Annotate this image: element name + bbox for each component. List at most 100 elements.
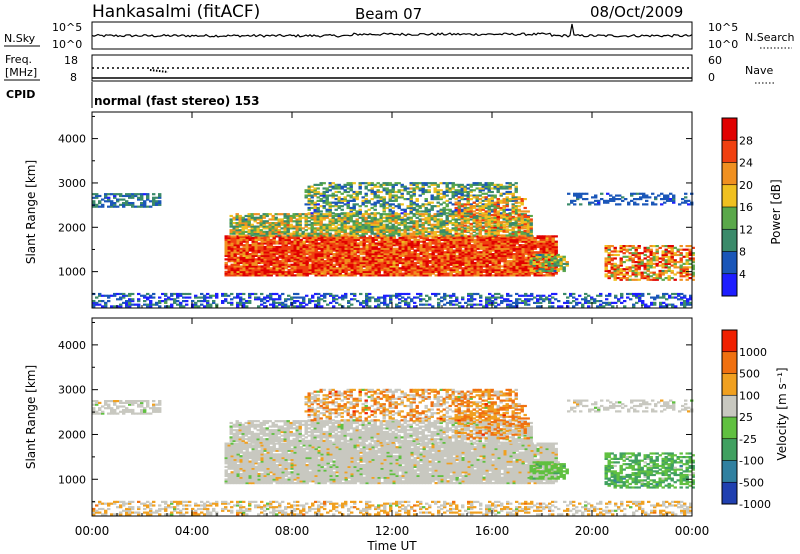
echo-cell: [490, 218, 494, 221]
echo-cell: [445, 212, 449, 215]
echo-cell: [548, 258, 552, 261]
echo-cell: [323, 263, 327, 266]
echo-cell: [385, 213, 389, 216]
echo-cell: [458, 263, 462, 266]
echo-cell: [280, 230, 284, 233]
echo-cell: [241, 220, 245, 223]
echo-cell: [442, 225, 446, 228]
echo-cell: [419, 247, 423, 250]
echo-cell: [556, 269, 560, 273]
echo-cell: [478, 216, 482, 219]
echo-cell: [371, 265, 375, 268]
echo-cell: [527, 237, 531, 240]
echo-cell: [314, 245, 318, 249]
echo-cell: [403, 212, 407, 215]
echo-cell: [403, 198, 407, 201]
echo-cell: [508, 212, 512, 215]
echo-cell: [461, 261, 465, 265]
echo-cell: [449, 270, 453, 273]
echo-cell: [431, 261, 435, 265]
echo-cell: [332, 263, 336, 266]
echo-cell: [509, 269, 513, 272]
echo-cell: [347, 274, 351, 277]
echo-cell: [263, 269, 267, 272]
echo-cell: [457, 234, 461, 237]
echo-cell: [302, 244, 306, 247]
echo-cell: [262, 225, 266, 228]
echo-cell: [488, 274, 492, 277]
echo-cell: [347, 251, 351, 254]
echo-cell: [317, 251, 321, 254]
echo-cell: [355, 229, 359, 232]
echo-cell: [382, 199, 386, 202]
echo-cell: [409, 205, 413, 208]
echo-cell: [257, 272, 261, 275]
echo-cell: [646, 277, 650, 280]
echo-cell: [484, 214, 488, 218]
echo-cell: [335, 251, 339, 254]
echo-cell: [418, 232, 422, 235]
echo-cell: [331, 212, 335, 215]
echo-cell: [314, 260, 318, 263]
echo-cell: [494, 274, 498, 277]
echo-cell: [292, 214, 296, 218]
echo-cell: [485, 267, 489, 270]
echo-cell: [334, 232, 338, 235]
echo-cell: [143, 205, 147, 208]
echo-cell: [319, 182, 323, 185]
echo-cell: [445, 205, 449, 208]
echo-cell: [284, 249, 288, 252]
echo-cell: [347, 258, 351, 261]
echo-cell: [427, 220, 431, 223]
echo-cell: [479, 270, 483, 273]
echo-cell: [343, 185, 347, 188]
echo-cell: [509, 270, 513, 273]
echo-cell: [350, 249, 354, 252]
echo-cell: [451, 183, 455, 186]
echo-cell: [634, 252, 638, 255]
echo-cell: [317, 270, 321, 273]
echo-cell: [449, 260, 453, 263]
echo-cell: [349, 218, 353, 221]
echo-cell: [322, 234, 326, 237]
echo-cell: [272, 260, 276, 263]
echo-cell: [200, 292, 204, 296]
echo-cell: [271, 229, 275, 232]
echo-cell: [490, 190, 494, 194]
echo-cell: [529, 261, 533, 264]
echo-cell: [461, 245, 465, 249]
echo-cell: [364, 230, 368, 233]
echo-cell: [331, 201, 335, 204]
echo-cell: [436, 189, 440, 192]
echo-cell: [613, 248, 617, 251]
echo-cell: [412, 190, 416, 194]
echo-cell: [310, 216, 314, 219]
echo-cell: [313, 218, 317, 221]
echo-cell: [397, 232, 401, 235]
echo-cell: [661, 271, 665, 274]
echo-cell: [370, 203, 374, 206]
echo-cell: [379, 230, 383, 233]
echo-cell: [484, 216, 488, 219]
echo-cell: [256, 232, 260, 235]
echo-cell: [610, 245, 614, 248]
echo-cell: [422, 261, 426, 265]
echo-cell: [286, 216, 290, 219]
echo-cell: [389, 251, 393, 254]
echo-cell: [553, 261, 557, 264]
echo-cell: [277, 229, 281, 232]
echo-cell: [688, 257, 692, 260]
echo-cell: [259, 223, 263, 226]
echo-cell: [290, 249, 294, 252]
echo-cell: [320, 272, 324, 275]
echo-cell: [476, 242, 480, 245]
echo-cell: [542, 274, 546, 277]
echo-cell: [311, 258, 315, 261]
echo-cell: [521, 260, 525, 263]
echo-cell: [461, 244, 465, 247]
echo-cell: [328, 220, 332, 223]
echo-cell: [334, 218, 338, 221]
echo-cell: [361, 216, 365, 219]
echo-cell: [428, 253, 432, 256]
echo-cell: [389, 269, 393, 272]
